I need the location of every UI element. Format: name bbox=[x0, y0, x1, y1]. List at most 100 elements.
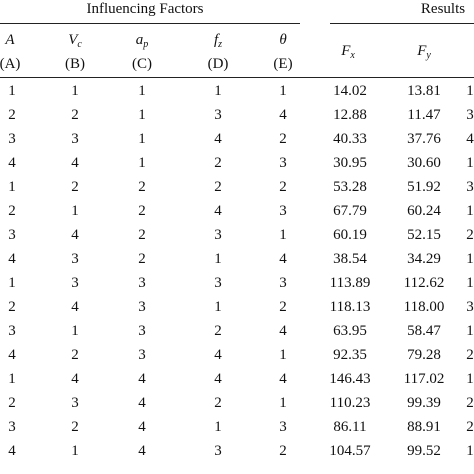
cell-b: 4 bbox=[71, 299, 79, 315]
cell-b: 2 bbox=[71, 107, 79, 123]
cell-c: 4 bbox=[138, 443, 146, 459]
factor-a-header: A bbox=[5, 32, 15, 48]
cell-d: 3 bbox=[214, 107, 222, 123]
table-row: 4 1 4 3 2 104.57 99.52 1 bbox=[0, 442, 474, 466]
cell-b: 3 bbox=[71, 275, 79, 291]
cell-fy: 13.81 bbox=[407, 83, 441, 99]
table-row: 4 3 2 1 4 38.54 34.29 1 bbox=[0, 250, 474, 274]
cell-d: 1 bbox=[214, 419, 222, 435]
cell-fx: 63.95 bbox=[333, 323, 367, 339]
cell-fy: 60.24 bbox=[407, 203, 441, 219]
cell-fx: 110.23 bbox=[329, 395, 371, 411]
cell-fy: 34.29 bbox=[407, 251, 441, 267]
cell-d: 2 bbox=[214, 155, 222, 171]
cell-fx: 92.35 bbox=[333, 347, 367, 363]
cell-e: 4 bbox=[279, 371, 287, 387]
cell-fx: 104.57 bbox=[329, 443, 371, 459]
table-row: 2 2 1 3 4 12.88 11.47 3 bbox=[0, 106, 474, 130]
cell-fz-cut: 2 bbox=[466, 419, 474, 435]
cell-fx: 113.89 bbox=[329, 275, 371, 291]
cell-a: 1 bbox=[8, 179, 16, 195]
cell-e: 4 bbox=[279, 251, 287, 267]
cell-fz-cut: 1 bbox=[466, 275, 474, 291]
cell-fz-cut: 3 bbox=[466, 179, 474, 195]
cell-fx: 118.13 bbox=[329, 299, 371, 315]
table-row: 1 3 3 3 3 113.89 112.62 1 bbox=[0, 274, 474, 298]
cell-fz-cut: 2 bbox=[466, 227, 474, 243]
result-fy-header: Fy bbox=[417, 43, 431, 61]
table-row: 4 4 1 2 3 30.95 30.60 1 bbox=[0, 154, 474, 178]
cell-a: 4 bbox=[8, 347, 16, 363]
cell-c: 2 bbox=[138, 227, 146, 243]
cell-fz-cut: 4 bbox=[466, 131, 474, 147]
table-row: 3 1 3 2 4 63.95 58.47 1 bbox=[0, 322, 474, 346]
cell-fz-cut: 1 bbox=[466, 83, 474, 99]
cell-fy: 99.52 bbox=[407, 443, 441, 459]
results-header: Results bbox=[420, 1, 466, 17]
cell-fz-cut: 1 bbox=[466, 251, 474, 267]
cell-fx: 146.43 bbox=[329, 371, 371, 387]
cell-d: 2 bbox=[214, 323, 222, 339]
cell-fz-cut: 2 bbox=[466, 395, 474, 411]
factors-underline bbox=[0, 23, 300, 24]
cell-fy: 51.92 bbox=[407, 179, 441, 195]
cell-d: 4 bbox=[214, 371, 222, 387]
cell-e: 2 bbox=[279, 443, 287, 459]
cell-a: 4 bbox=[8, 155, 16, 171]
cell-c: 2 bbox=[138, 179, 146, 195]
cell-b: 2 bbox=[71, 419, 79, 435]
cell-fy: 30.60 bbox=[407, 155, 441, 171]
cell-fz-cut: 1 bbox=[466, 443, 474, 459]
factor-c-code: (C) bbox=[132, 56, 152, 72]
cell-a: 2 bbox=[8, 299, 16, 315]
cell-fx: 14.02 bbox=[333, 83, 367, 99]
cell-fx: 60.19 bbox=[333, 227, 367, 243]
cell-e: 3 bbox=[279, 275, 287, 291]
cell-d: 3 bbox=[214, 443, 222, 459]
cell-e: 3 bbox=[279, 419, 287, 435]
cell-e: 1 bbox=[279, 83, 287, 99]
table-row: 3 3 1 4 2 40.33 37.76 4 bbox=[0, 130, 474, 154]
cell-d: 1 bbox=[214, 299, 222, 315]
cell-fx: 53.28 bbox=[333, 179, 367, 195]
cell-c: 3 bbox=[138, 299, 146, 315]
table-row: 1 1 1 1 1 14.02 13.81 1 bbox=[0, 82, 474, 106]
cell-c: 1 bbox=[138, 155, 146, 171]
factor-vc-header: Vc bbox=[68, 32, 82, 50]
cell-fz-cut: 1 bbox=[466, 371, 474, 387]
cell-d: 1 bbox=[214, 83, 222, 99]
cell-b: 1 bbox=[71, 323, 79, 339]
cell-fz-cut: 3 bbox=[466, 107, 474, 123]
cell-c: 1 bbox=[138, 83, 146, 99]
cell-e: 2 bbox=[279, 299, 287, 315]
cell-fz-cut: 3 bbox=[466, 299, 474, 315]
cell-fy: 79.28 bbox=[407, 347, 441, 363]
cell-fx: 30.95 bbox=[333, 155, 367, 171]
cell-e: 2 bbox=[279, 131, 287, 147]
cell-b: 2 bbox=[71, 347, 79, 363]
cell-e: 1 bbox=[279, 395, 287, 411]
cell-b: 3 bbox=[71, 251, 79, 267]
cell-d: 2 bbox=[214, 395, 222, 411]
cell-b: 4 bbox=[71, 227, 79, 243]
cell-fx: 38.54 bbox=[333, 251, 367, 267]
table-row: 3 2 4 1 3 86.11 88.91 2 bbox=[0, 418, 474, 442]
cell-b: 2 bbox=[71, 179, 79, 195]
cell-c: 1 bbox=[138, 131, 146, 147]
table-row: 4 2 3 4 1 92.35 79.28 2 bbox=[0, 346, 474, 370]
factor-theta-header: θ bbox=[279, 32, 287, 48]
cell-e: 1 bbox=[279, 227, 287, 243]
cell-c: 4 bbox=[138, 371, 146, 387]
cell-e: 4 bbox=[279, 107, 287, 123]
cell-e: 4 bbox=[279, 323, 287, 339]
cell-fy: 118.00 bbox=[403, 299, 445, 315]
cell-c: 4 bbox=[138, 395, 146, 411]
factor-a-code: (A) bbox=[0, 56, 21, 72]
table-row: 2 3 4 2 1 110.23 99.39 2 bbox=[0, 394, 474, 418]
cell-fx: 86.11 bbox=[333, 419, 367, 435]
cell-fz-cut: 1 bbox=[466, 323, 474, 339]
cell-d: 4 bbox=[214, 131, 222, 147]
cell-d: 4 bbox=[214, 347, 222, 363]
cell-a: 4 bbox=[8, 443, 16, 459]
